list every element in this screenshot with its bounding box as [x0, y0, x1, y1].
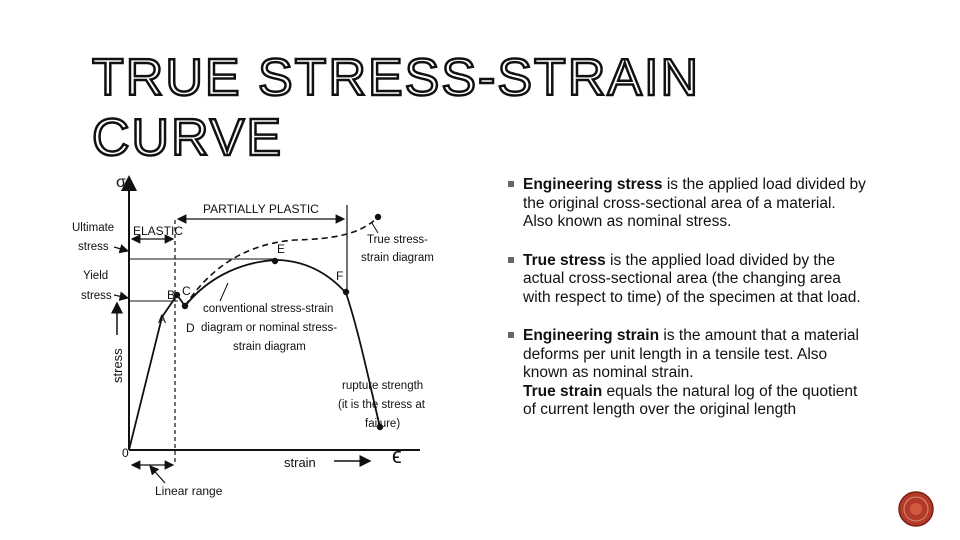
- stress-strain-diagram: σ 0 ϵ strain stress PARTIALLY PLASTIC EL…: [72, 174, 434, 498]
- partially-plastic-label: PARTIALLY PLASTIC: [203, 202, 319, 216]
- point-f-label: F: [336, 269, 343, 283]
- definition-engineering-stress: is the applied load divided by the origi…: [523, 176, 866, 230]
- title-line-1: TRUE STRESS-STRAIN: [91, 48, 701, 109]
- title-line-2: CURVE: [91, 108, 284, 169]
- conventional-label-1: conventional stress-strain: [203, 303, 333, 315]
- point-e: [271, 257, 279, 265]
- definition-engineering-strain: is the amount that a material deforms pe…: [523, 327, 859, 381]
- linear-segment: [128, 294, 178, 451]
- ultimate-stress-label-2: stress: [78, 241, 109, 253]
- point-d: [181, 302, 189, 310]
- true-curve: [184, 216, 379, 307]
- epsilon-label: ϵ: [392, 443, 402, 468]
- ultimate-stress-label-1: Ultimate: [72, 222, 114, 234]
- slide-badge-icon: [898, 491, 934, 527]
- rupture-label-3: failure): [365, 418, 400, 430]
- point-e-label: E: [277, 242, 285, 256]
- point-c-label: C: [182, 284, 191, 298]
- conventional-label-3: strain diagram: [233, 341, 306, 353]
- conventional-pointer: [219, 282, 229, 302]
- yield-stress-label-2: stress: [81, 290, 112, 302]
- point-f: [342, 288, 350, 296]
- strain-axis-label: strain: [284, 455, 316, 470]
- definition-true-stress: is the applied load divided by the actua…: [523, 251, 861, 306]
- point-rupture: [376, 423, 384, 431]
- point-d-label: D: [186, 321, 195, 335]
- slide-title: TRUE STRESS-STRAIN CURVE: [91, 48, 732, 169]
- bullet-true-stress: True stress is the applied load divided …: [508, 252, 868, 308]
- term-engineering-strain: Engineering strain: [523, 327, 660, 344]
- stress-axis-label: stress: [110, 348, 125, 383]
- bullet-engineering-stress: Engineering stress is the applied load d…: [508, 176, 868, 232]
- point-true-end: [374, 213, 382, 221]
- rupture-label-2: (it is the stress at: [338, 399, 426, 411]
- yield-stress-pointer: [113, 291, 130, 301]
- term-true-strain: True strain: [523, 382, 603, 400]
- conventional-label-2: diagram or nominal stress-: [201, 322, 337, 334]
- point-a-label: A: [158, 312, 166, 326]
- rupture-label-1: rupture strength: [342, 380, 423, 392]
- point-b-label: B: [167, 288, 175, 302]
- definition-true-strain: equals the natural log of the quotient o…: [523, 382, 858, 419]
- bullet-engineering-strain: Engineering strain is the amount that a …: [508, 327, 868, 420]
- bullet-square-icon: [508, 332, 514, 338]
- yield-stress-label-1: Yield: [83, 270, 108, 282]
- point-b: [173, 291, 181, 299]
- ultimate-stress-pointer: [113, 244, 130, 254]
- elastic-label: ELASTIC: [133, 224, 183, 238]
- term-true-stress: True stress: [523, 251, 606, 269]
- origin-label: 0: [122, 446, 129, 460]
- linear-range-label: Linear range: [155, 484, 223, 498]
- definition-list: Engineering stress is the applied load d…: [508, 176, 868, 440]
- bullet-square-icon: [508, 181, 514, 187]
- linear-range-pointer: [149, 465, 166, 484]
- term-engineering-stress: Engineering stress: [523, 176, 663, 193]
- bullet-square-icon: [508, 256, 514, 263]
- true-diagram-label-2: strain diagram: [361, 252, 434, 264]
- conventional-curve: [176, 259, 381, 428]
- true-diagram-pointer: [371, 222, 379, 234]
- true-diagram-label-1: True stress-: [367, 234, 428, 246]
- sigma-label: σ: [116, 174, 126, 191]
